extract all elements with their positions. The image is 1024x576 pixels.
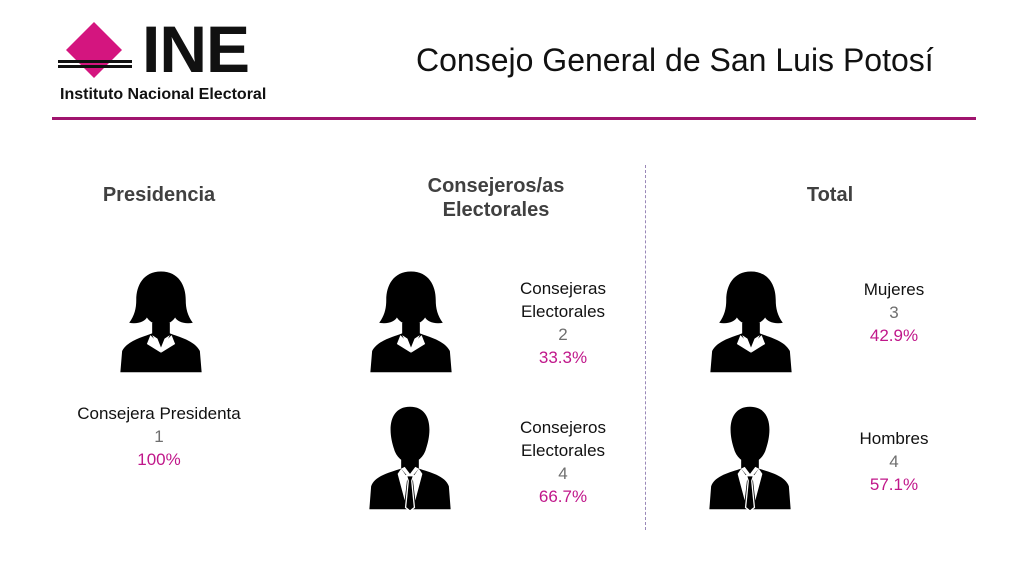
- logo-subtitle: Instituto Nacional Electoral: [60, 86, 267, 103]
- stat-label-line-1: Consejeras: [520, 279, 606, 298]
- stat-count: 4: [889, 452, 899, 471]
- mujeres-stat: Mujeres 3 42.9%: [834, 278, 954, 347]
- header-divider: [52, 117, 976, 120]
- stat-label-line-1: Consejeros: [520, 418, 606, 437]
- stat-label-line-2: Electorales: [520, 302, 606, 321]
- hombres-stat: Hombres 4 57.1%: [834, 427, 954, 496]
- man-silhouette-icon: [702, 405, 798, 511]
- stat-count: 3: [889, 303, 899, 322]
- presidencia-heading: Presidencia: [102, 184, 216, 206]
- page-title: Consejo General de San Luis Potosí: [416, 42, 934, 78]
- woman-silhouette-icon: [116, 268, 206, 374]
- stat-count: 1: [154, 427, 164, 446]
- woman-silhouette-icon: [706, 268, 796, 374]
- stat-percent: 57.1%: [869, 475, 919, 494]
- stat-percent: 33.3%: [538, 348, 588, 367]
- stat-label: Mujeres: [863, 280, 925, 299]
- total-heading: Total: [806, 184, 854, 206]
- ballot-box-logo-icon: [58, 22, 132, 78]
- stat-count: 2: [558, 325, 568, 344]
- consejeros-heading: Consejeros/as Electorales: [406, 174, 586, 222]
- stat-label-line-2: Electorales: [520, 441, 606, 460]
- stat-label: Hombres: [859, 429, 929, 448]
- heading-line-2: Electorales: [442, 199, 550, 221]
- heading-line-1: Consejeros/as: [427, 175, 565, 197]
- stat-count: 4: [558, 464, 568, 483]
- stat-percent: 100%: [137, 450, 181, 469]
- logo-wordmark: INE: [142, 12, 250, 86]
- stat-percent: 42.9%: [869, 326, 919, 345]
- consejeras-electorales-stat: Consejeras Electorales 2 33.3%: [500, 277, 626, 369]
- woman-silhouette-icon: [366, 268, 456, 374]
- stat-label: Consejera Presidenta: [77, 404, 241, 423]
- consejeros-electorales-stat: Consejeros Electorales 4 66.7%: [500, 416, 626, 508]
- ine-logo: INE Instituto Nacional Electoral: [56, 16, 306, 106]
- man-silhouette-icon: [362, 405, 458, 511]
- column-divider: [645, 165, 646, 530]
- stat-percent: 66.7%: [538, 487, 588, 506]
- consejera-presidenta-stat: Consejera Presidenta 1 100%: [48, 402, 270, 471]
